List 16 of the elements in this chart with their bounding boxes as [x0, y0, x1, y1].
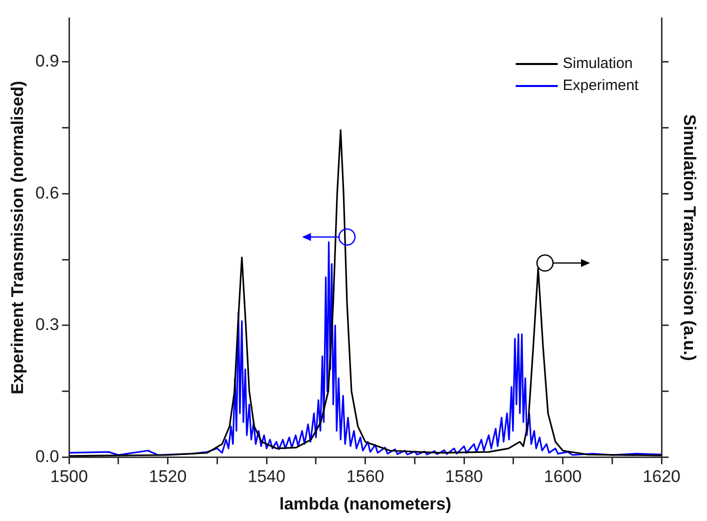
y-tick-label: 0.9 [35, 52, 60, 71]
y-tick-label: 0.0 [35, 446, 60, 466]
x-tick-label: 1520 [148, 467, 187, 486]
x-tick-label: 1540 [248, 467, 286, 486]
x-tick-label: 1620 [642, 467, 681, 486]
legend-label: Experiment [562, 77, 640, 94]
y-tick-label: 0.3 [35, 315, 60, 334]
y2-axis-title: Simulation Transmission (a.u.) [680, 114, 700, 361]
legend-label: Simulation [562, 55, 633, 72]
x-tick-label: 1580 [445, 467, 483, 486]
y-tick-label: 0.6 [35, 183, 60, 202]
y-axis-title: Experiment Transmission (normalised) [8, 80, 27, 394]
x-tick-label: 1500 [50, 467, 88, 486]
x-tick-label: 1600 [544, 467, 582, 486]
x-tick-label: 1560 [346, 467, 384, 486]
x-axis-title: lambda (nanometers) [279, 494, 452, 514]
